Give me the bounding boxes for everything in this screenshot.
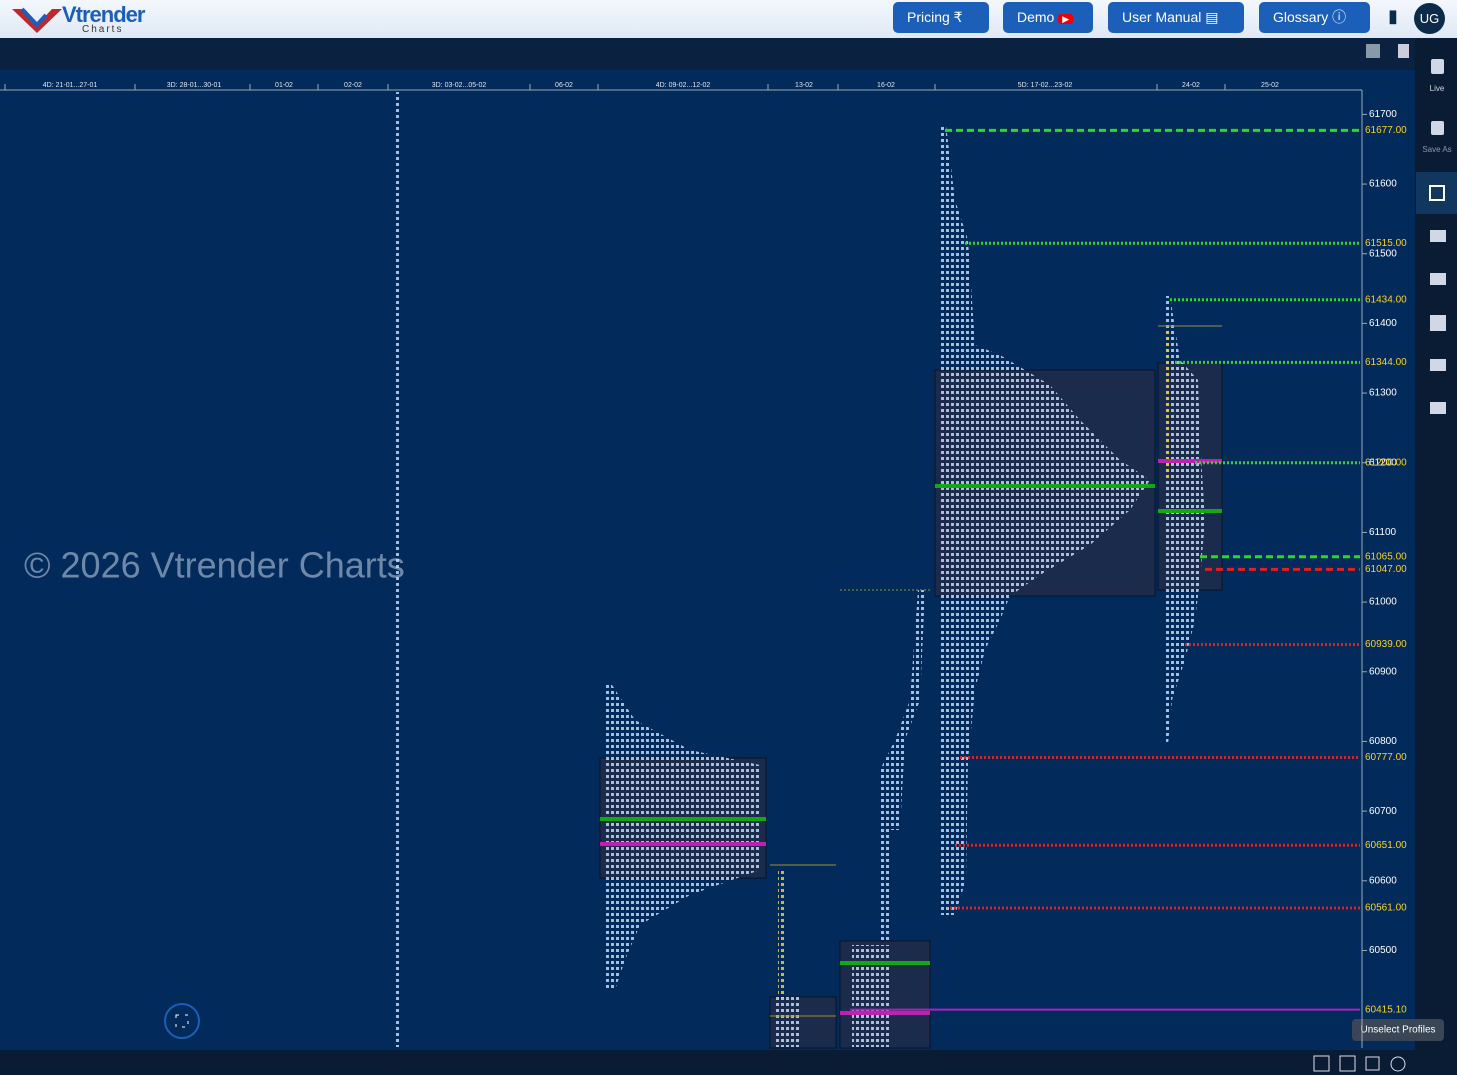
date-label: 02-02	[344, 82, 362, 89]
level-label: 61047.00	[1365, 564, 1407, 575]
profile	[880, 590, 925, 940]
toolbar	[0, 38, 1415, 70]
date-label: 13-02	[795, 82, 813, 89]
level-label: 60561.00	[1365, 903, 1407, 914]
date-label: 3D: 28-01...30-01	[167, 82, 222, 89]
date-label: 16-02	[877, 82, 895, 89]
level-label: 60777.00	[1365, 752, 1407, 763]
profile	[778, 868, 786, 998]
poc-line	[1158, 509, 1222, 513]
bottom-bar	[0, 1050, 1415, 1075]
poc-line	[935, 484, 1155, 488]
abc-icon[interactable]	[1339, 1055, 1356, 1072]
date-label: 24-02	[1182, 82, 1200, 89]
sidebar-icon[interactable]	[1429, 185, 1445, 201]
live-icon[interactable]	[1431, 59, 1444, 74]
user-manual-button[interactable]: User Manual ▤	[1108, 2, 1244, 33]
profile	[852, 945, 890, 1047]
y-tick-label: 60900	[1369, 666, 1397, 677]
vwap-line	[840, 1011, 930, 1015]
chart-area: Live Save As © 2026 Vtrender Charts Unse…	[0, 38, 1457, 1075]
date-label: 01-02	[275, 82, 293, 89]
date-label: 06-02	[555, 82, 573, 89]
y-tick-label: 61700	[1369, 109, 1397, 120]
profile	[396, 92, 401, 1047]
vwap-line	[1158, 459, 1222, 463]
fit-icon[interactable]	[1365, 1056, 1380, 1071]
date-label: 4D: 09-02...12-02	[656, 82, 711, 89]
y-tick-label: 60500	[1369, 945, 1397, 956]
profile	[940, 125, 1150, 915]
profile	[605, 685, 760, 990]
y-tick-label: 61100	[1369, 527, 1397, 538]
watermark: © 2026 Vtrender Charts	[24, 545, 405, 586]
profile	[1164, 330, 1169, 480]
sidebar-label: Live	[1430, 84, 1445, 93]
poc-line	[600, 817, 766, 821]
sidebar-icon[interactable]	[1430, 402, 1446, 414]
y-tick-label: 61000	[1369, 597, 1397, 608]
close-icon[interactable]	[1390, 1056, 1406, 1072]
screenshot-button[interactable]	[164, 1003, 200, 1039]
level-label: 60415.10	[1365, 1004, 1407, 1015]
date-label: 3D: 03-02...05-02	[432, 82, 487, 89]
level-label: 61515.00	[1365, 238, 1407, 249]
tooltip	[1352, 1019, 1444, 1041]
header: Vtrender Charts Pricing ₹ Demo ▶ User Ma…	[0, 0, 1457, 38]
profile	[776, 997, 800, 1047]
user-avatar[interactable]: UG	[1414, 3, 1445, 34]
y-tick-label: 60600	[1369, 875, 1397, 886]
logo-icon	[12, 7, 62, 33]
sidebar-icon[interactable]	[1430, 359, 1446, 371]
y-tick-label: 61500	[1369, 248, 1397, 259]
y-tick-label: 61400	[1369, 318, 1397, 329]
sidebar-icon[interactable]	[1430, 230, 1446, 242]
y-tick-label: 61300	[1369, 388, 1397, 399]
level-label: 61344.00	[1365, 357, 1407, 368]
y-tick-label: 61600	[1369, 179, 1397, 190]
level-label: 61434.00	[1365, 294, 1407, 305]
save-icon[interactable]	[1366, 44, 1380, 58]
bookmark-icon[interactable]: ▮	[1388, 6, 1398, 26]
level-label: 61065.00	[1365, 551, 1407, 562]
screenshot-icon	[175, 1014, 189, 1028]
button-label: Pricing	[907, 9, 950, 25]
sidebar-icon[interactable]	[1430, 315, 1446, 331]
logo-subtext: Charts	[82, 24, 124, 35]
glossary-button[interactable]: Glossary ⓘ	[1259, 2, 1370, 33]
pricing-button[interactable]: Pricing ₹	[893, 2, 989, 33]
demo-button[interactable]: Demo ▶	[1003, 2, 1093, 33]
level-label: 60939.00	[1365, 639, 1407, 650]
vwap-line	[600, 842, 766, 846]
level-label: 61677.00	[1365, 125, 1407, 136]
saveas-icon[interactable]	[1431, 121, 1444, 135]
date-label: 25-02	[1261, 82, 1279, 89]
y-tick-label: 60700	[1369, 806, 1397, 817]
logo-text: Vtrender	[62, 2, 145, 27]
date-label: 4D: 21-01...27-01	[43, 82, 98, 89]
button-label: Demo	[1017, 9, 1055, 25]
date-bar	[0, 76, 1362, 90]
sidebar-icon[interactable]	[1430, 273, 1446, 285]
level-label: 61200.00	[1365, 457, 1407, 468]
tooltip-text: Unselect Profiles	[1360, 1025, 1435, 1036]
button-label: User Manual	[1122, 9, 1202, 25]
grid-icon[interactable]	[1313, 1055, 1330, 1072]
date-label: 5D: 17-02...23-02	[1018, 82, 1073, 89]
sidebar-icons	[1430, 59, 1446, 414]
button-label: Glossary	[1273, 9, 1329, 25]
bottom-icons	[1313, 1055, 1406, 1072]
y-tick-label: 60800	[1369, 736, 1397, 747]
profiles	[396, 92, 1223, 1049]
profile	[1165, 296, 1205, 745]
level-label: 60651.00	[1365, 840, 1407, 851]
sidebar-selected	[1416, 172, 1457, 214]
y-tick-label: 61200	[1369, 457, 1397, 468]
bookmark-add-icon[interactable]	[1398, 44, 1409, 58]
sidebar-label: Save As	[1422, 145, 1451, 154]
poc-line	[840, 961, 930, 965]
